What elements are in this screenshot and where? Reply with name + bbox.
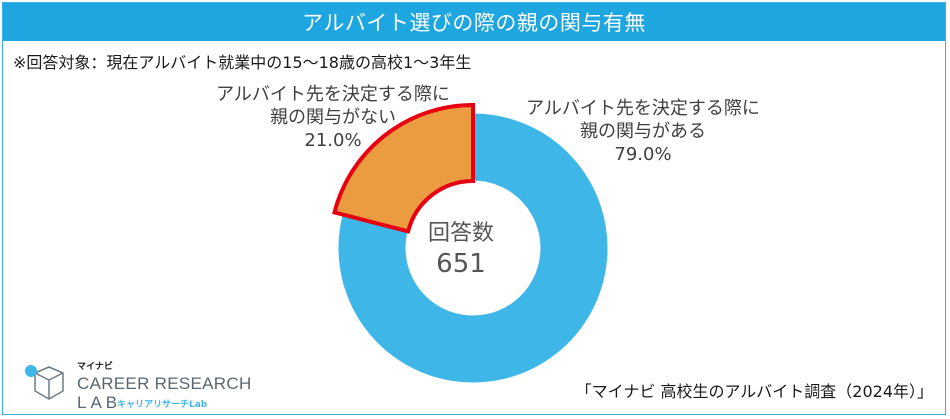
donut-slice-0 — [337, 112, 609, 384]
logo-sub: キャリアリサーチLab — [117, 399, 208, 410]
respondent-note: ※回答対象：現在アルバイト就業中の15～18歳の高校1～3年生 — [13, 53, 472, 72]
career-research-lab-logo: マイナビ CAREER RESEARCH LAB キャリアリサーチLab — [25, 360, 251, 411]
slice-label-yes: アルバイト先を決定する際に 親の関与がある 79.0% — [523, 97, 763, 166]
center-label: 回答数 — [427, 221, 494, 246]
slice-label-yes-line2: 親の関与がある — [580, 121, 706, 142]
chart-title-bar: アルバイト選びの際の親の関与有無 — [3, 3, 945, 41]
logo-brand-small: マイナビ — [77, 360, 113, 371]
donut-chart — [332, 102, 609, 384]
donut-slice-1 — [332, 102, 475, 234]
donut-center: 回答数 651 — [411, 219, 511, 279]
slice-label-no: アルバイト先を決定する際に 親の関与がない 21.0% — [213, 83, 453, 152]
slice-label-no-line1: アルバイト先を決定する際に — [216, 84, 450, 105]
chart-frame: アルバイト選びの際の親の関与有無 ※回答対象：現在アルバイト就業中の15～18歳… — [2, 2, 946, 415]
center-value: 651 — [436, 249, 486, 279]
chart-title: アルバイト選びの際の親の関与有無 — [302, 11, 646, 35]
slice-value-no: 21.0% — [304, 130, 362, 151]
logo-line2: LAB — [77, 393, 121, 411]
slice-label-yes-line1: アルバイト先を決定する際に — [526, 98, 760, 119]
logo-line1: CAREER RESEARCH — [77, 374, 251, 393]
slice-label-no-line2: 親の関与がない — [270, 107, 396, 128]
cube-logo-icon — [25, 365, 64, 400]
slice-value-yes: 79.0% — [614, 144, 672, 165]
source-citation: 「マイナビ 高校生のアルバイト調査（2024年）」 — [575, 382, 933, 401]
